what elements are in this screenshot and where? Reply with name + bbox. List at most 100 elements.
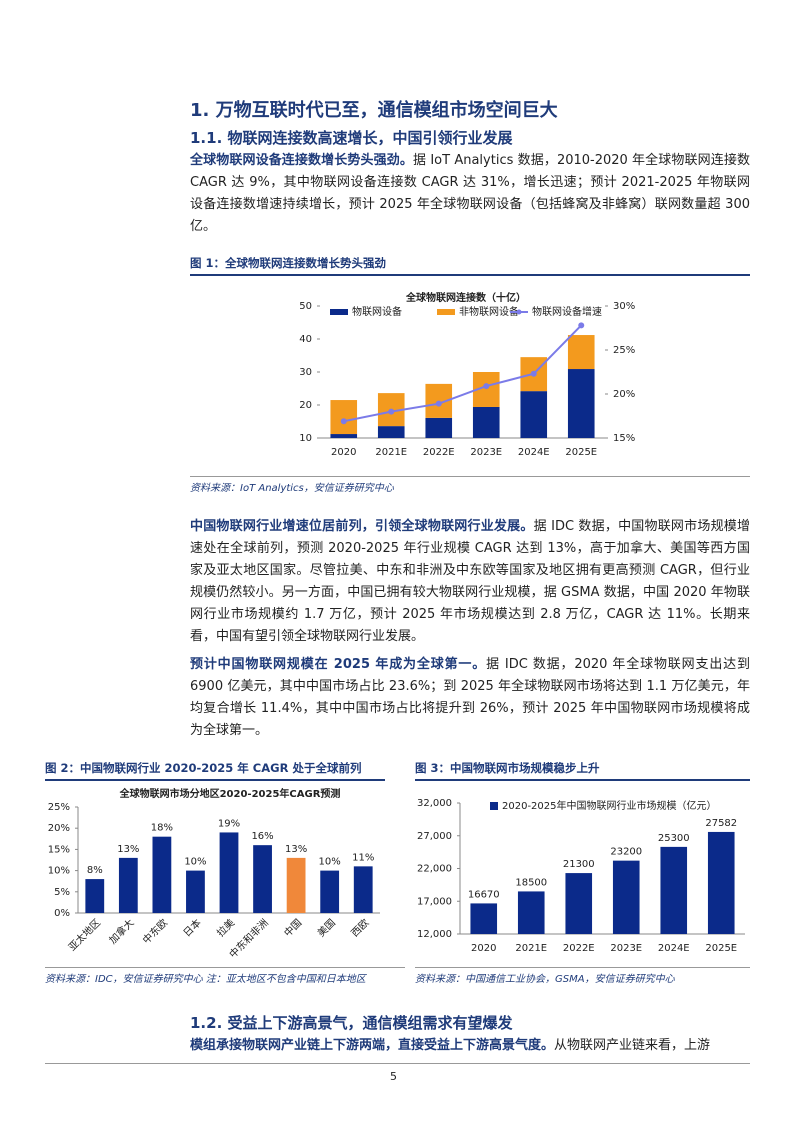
bar [118, 857, 138, 913]
y-tick-label: 0% [54, 908, 70, 919]
bar [612, 860, 640, 934]
y-tick-label: 22,000 [417, 864, 452, 875]
data-label: 18% [151, 823, 173, 834]
chart-title: 全球物联网市场分地区2020-2025年CAGR预测 [119, 787, 341, 800]
x-tick-label: 2021E [375, 447, 407, 458]
x-tick-label: 2020 [471, 943, 496, 954]
figure-source: 资料来源：IoT Analytics，安信证券研究中心 [190, 476, 750, 494]
paragraph: 预计中国物联网规模在 2025 年成为全球第一。据 IDC 数据，2020 年全… [190, 654, 750, 742]
data-label: 27582 [705, 818, 737, 829]
legend-swatch [330, 309, 348, 315]
x-tick-label: 日本 [180, 916, 203, 939]
data-label: 19% [218, 818, 240, 829]
heading: 1. 万物互联时代已至，通信模组市场空间巨大 [190, 100, 558, 121]
bar [660, 846, 688, 934]
bar-segment [567, 335, 595, 370]
bar-segment [567, 369, 595, 438]
x-tick-label: 拉美 [214, 916, 237, 939]
legend-label: 物联网设备 [352, 305, 402, 318]
page-number: 5 [390, 1070, 397, 1083]
x-tick-label: 2022E [563, 943, 595, 954]
x-tick-label: 2023E [470, 447, 502, 458]
x-tick-label: 美国 [315, 916, 338, 939]
y-tick-label: 20% [48, 823, 70, 834]
bar [286, 857, 306, 913]
lead: 模组承接物联网产业链上下游两端，直接受益上下游高景气度。 [190, 1038, 555, 1053]
bar [517, 891, 545, 934]
x-tick-label: 2024E [658, 943, 690, 954]
bar [707, 831, 735, 934]
y2-tick-label: 30% [613, 301, 635, 312]
y2-tick-label: 15% [613, 433, 635, 444]
x-tick-label: 西欧 [349, 917, 372, 940]
section-heading: 1.2. 受益上下游高景气，通信模组需求有望爆发 [190, 1014, 513, 1032]
line-marker [340, 418, 347, 425]
data-label: 16% [251, 831, 273, 842]
bar-segment [425, 417, 453, 438]
bar [186, 870, 205, 913]
bar-segment [520, 391, 548, 438]
y-tick-label: 17,000 [417, 896, 452, 907]
y2-tick-label: 25% [613, 345, 635, 356]
data-label: 13% [117, 844, 139, 855]
x-tick-label: 2025E [705, 943, 737, 954]
bar-segment [330, 400, 358, 435]
y-tick-label: 40 [299, 334, 312, 345]
chart: 全球物联网连接数（十亿） 10 20 30 40 50 15% 20% 25% 30% 2020 20… [299, 291, 635, 458]
y2-tick-label: 20% [613, 389, 635, 400]
lead: 全球物联网设备连接数增长势头强劲。 [190, 153, 413, 168]
bar-segment [377, 426, 405, 438]
data-label: 23200 [610, 847, 642, 858]
lead: 中国物联网行业增速位居前列，引领全球物联网行业发展。 [190, 519, 534, 534]
data-label: 21300 [563, 859, 595, 870]
bar [152, 836, 172, 913]
line-marker [483, 383, 490, 390]
x-tick-label: 加拿大 [106, 916, 136, 946]
data-label: 16670 [468, 889, 500, 900]
bar [320, 870, 340, 913]
data-label: 25300 [658, 833, 690, 844]
chart-title: 全球物联网连接数（十亿） [405, 291, 526, 304]
figure-caption: 图 2：中国物联网行业 2020-2025 年 CAGR 处于全球前列 [45, 760, 385, 781]
figure-source: 资料来源：中国通信工业协会，GSMA，安信证券研究中心 [415, 967, 750, 985]
paragraph: 中国物联网行业增速位居前列，引领全球物联网行业发展。据 IDC 数据，中国物联网… [190, 516, 750, 648]
x-tick-label: 中东欧 [140, 916, 170, 946]
text: 据 IoT Analytics 数据，2010-2020 年全球物联网连接数 C… [190, 153, 750, 234]
y-tick-label: 32,000 [417, 798, 452, 809]
legend-label: 2020-2025年中国物联网行业市场规模（亿元） [502, 799, 717, 812]
data-label: 11% [352, 852, 374, 863]
x-tick-label: 2022E [423, 447, 455, 458]
lead: 预计中国物联网规模在 2025 年成为全球第一。 [190, 657, 487, 672]
bar [565, 873, 593, 934]
data-label: 8% [87, 865, 103, 876]
y-tick-label: 10 [299, 433, 312, 444]
line-marker [388, 408, 395, 415]
bar [219, 832, 239, 913]
footer-rule [45, 1063, 750, 1064]
text: 从物联网产业链来看，上游 [554, 1038, 711, 1053]
bar-segment [330, 434, 358, 438]
x-tick-label: 2024E [518, 447, 550, 458]
bar-segment [472, 406, 500, 438]
line-marker [578, 322, 585, 329]
x-tick-label: 亚太地区 [66, 916, 103, 953]
bar [253, 845, 272, 913]
data-label: 10% [184, 857, 206, 868]
text: 据 IDC 数据，2020 年全球物联网支出达到 6900 亿美元，其中中国市场… [190, 657, 751, 738]
data-label: 13% [285, 844, 307, 855]
legend-marker [516, 309, 522, 315]
bar [353, 866, 373, 913]
paragraph: 模组承接物联网产业链上下游两端，直接受益上下游高景气度。从物联网产业链来看，上游 [190, 1035, 750, 1057]
section-heading: 1.1. 物联网连接数高速增长，中国引领行业发展 [190, 129, 513, 147]
y-tick-label: 25% [48, 802, 70, 813]
x-tick-label: 中国 [281, 916, 304, 939]
line [343, 324, 582, 423]
x-tick-label: 2025E [565, 447, 597, 458]
y-tick-label: 10% [48, 866, 70, 877]
paragraph: 全球物联网设备连接数增长势头强劲。据 IoT Analytics 数据，2010… [190, 150, 750, 238]
y-tick-label: 15% [48, 844, 70, 855]
data-label: 10% [319, 857, 341, 868]
figure-caption: 图 1：全球物联网连接数增长势头强劲 [190, 255, 750, 276]
legend-label: 非物联网设备 [459, 305, 519, 318]
